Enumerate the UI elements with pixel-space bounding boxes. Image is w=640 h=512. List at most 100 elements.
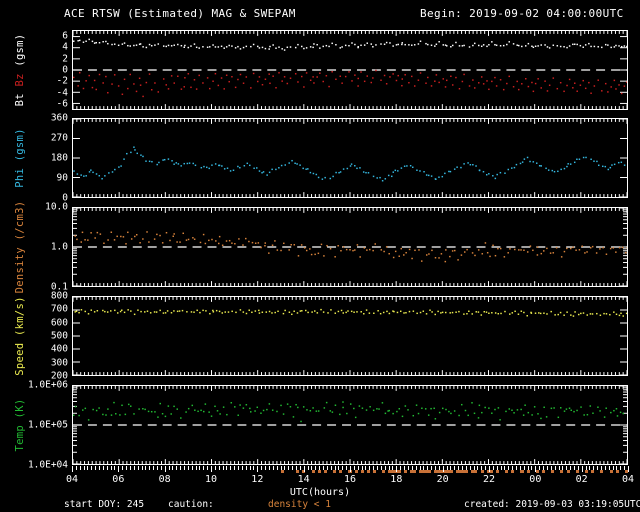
x-tick xyxy=(245,466,247,470)
y-tick-label: 10.0 xyxy=(45,201,68,213)
x-tick xyxy=(106,466,108,470)
x-tick xyxy=(322,466,324,470)
caution-block xyxy=(624,470,628,473)
y-axis-title: Phi (gsm) xyxy=(14,128,26,188)
x-tick xyxy=(380,466,382,470)
caution-block xyxy=(348,470,352,473)
x-tick xyxy=(400,466,402,470)
x-tick xyxy=(496,466,498,470)
x-tick xyxy=(550,466,552,470)
caution-block xyxy=(566,470,570,473)
caution-block xyxy=(311,470,315,473)
caution-label: caution: xyxy=(168,499,214,510)
x-tick xyxy=(272,466,274,470)
x-tick xyxy=(299,466,301,470)
caution-block xyxy=(323,470,327,473)
plot-panel-temp xyxy=(72,385,628,465)
x-tick xyxy=(129,466,131,470)
x-tick xyxy=(454,466,456,470)
x-tick xyxy=(369,466,371,470)
x-tick xyxy=(191,466,193,470)
x-tick xyxy=(562,466,564,470)
y-tick-label: 1.0E+05 xyxy=(27,419,68,431)
caution-block xyxy=(280,470,284,473)
plot-area xyxy=(73,297,627,375)
y-tick-label: 0 xyxy=(62,192,68,204)
x-tick xyxy=(519,466,521,470)
x-tick xyxy=(620,466,622,470)
x-tick xyxy=(149,466,151,470)
y-tick-label: 180 xyxy=(50,152,68,164)
y-tick-label: 0 xyxy=(62,64,68,76)
caution-block xyxy=(609,470,613,473)
caution-value: density < 1 xyxy=(268,499,331,510)
y-tick-label: 1.0 xyxy=(50,241,68,253)
x-tick xyxy=(465,466,467,470)
x-tick xyxy=(265,466,267,470)
x-tick xyxy=(241,466,243,470)
x-tick xyxy=(600,466,602,470)
x-tick xyxy=(156,466,158,470)
x-tick xyxy=(172,466,174,470)
x-tick-label: 10 xyxy=(204,474,218,485)
x-tick xyxy=(442,466,444,472)
start-doy-label: start DOY: 245 xyxy=(64,499,145,510)
x-tick xyxy=(593,466,595,470)
x-tick xyxy=(280,466,282,470)
caution-block xyxy=(388,470,401,473)
x-tick xyxy=(114,466,116,470)
x-tick xyxy=(589,466,591,470)
x-tick xyxy=(597,466,599,470)
x-tick xyxy=(334,466,336,470)
x-tick xyxy=(180,466,182,470)
y-tick-label: 500 xyxy=(50,330,68,342)
caution-block xyxy=(575,470,579,473)
x-tick xyxy=(411,466,413,470)
x-tick xyxy=(319,466,321,470)
series-density xyxy=(74,231,627,263)
caution-block xyxy=(591,470,595,473)
x-tick xyxy=(628,466,629,472)
caution-block xyxy=(434,470,453,473)
x-tick xyxy=(126,466,128,470)
caution-block xyxy=(600,470,604,473)
x-tick xyxy=(230,466,232,470)
x-tick xyxy=(427,466,429,470)
y-tick-label: 600 xyxy=(50,316,68,328)
x-tick xyxy=(407,466,409,470)
y-tick-label: -2 xyxy=(56,75,68,87)
y-tick-label: 4 xyxy=(62,41,68,53)
y-axis-title: Bt Bz (gsm) xyxy=(14,34,26,107)
x-tick xyxy=(75,466,77,470)
x-tick xyxy=(570,466,572,470)
series-speed xyxy=(74,308,627,317)
caution-block xyxy=(339,470,343,473)
x-tick xyxy=(384,466,386,470)
y-tick-label: 0.1 xyxy=(50,281,68,293)
x-tick xyxy=(438,466,440,470)
x-tick xyxy=(581,466,583,472)
plot-area xyxy=(73,386,627,464)
x-tick xyxy=(153,466,155,470)
x-tick-label: 04 xyxy=(65,474,79,485)
y-tick-label: 6 xyxy=(62,29,68,41)
x-tick-label: 06 xyxy=(112,474,125,485)
caution-block xyxy=(471,470,478,473)
x-tick xyxy=(415,466,417,470)
caution-block xyxy=(455,470,469,473)
x-tick xyxy=(419,466,421,470)
x-tick xyxy=(434,466,436,470)
x-tick xyxy=(608,466,610,470)
x-tick xyxy=(164,466,166,472)
x-tick xyxy=(612,466,614,470)
x-tick xyxy=(295,466,297,470)
plot-area xyxy=(73,31,627,109)
y-axis-title: Speed (km/s) xyxy=(14,296,26,376)
x-tick xyxy=(461,466,463,470)
x-tick xyxy=(357,466,359,470)
x-tick xyxy=(365,466,367,470)
x-tick xyxy=(338,466,340,470)
x-tick xyxy=(207,466,209,470)
x-tick xyxy=(176,466,178,470)
x-tick xyxy=(539,466,541,470)
